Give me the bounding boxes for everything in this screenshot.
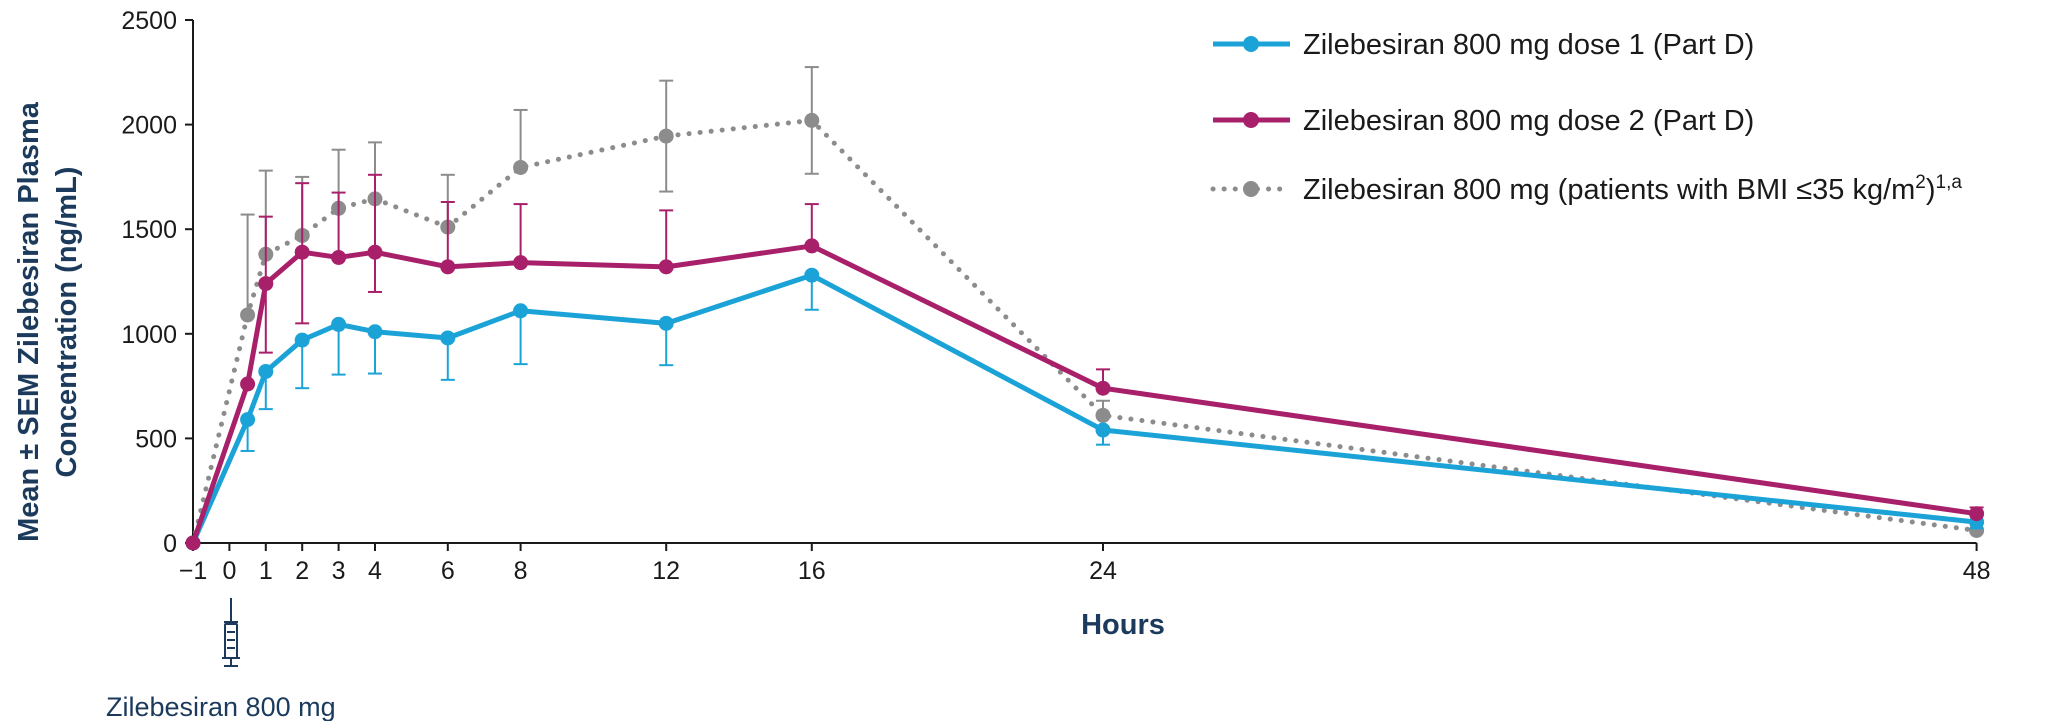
point-dose2 [1095, 380, 1111, 396]
x-tick-label: −1 [179, 557, 208, 585]
x-tick-label: 3 [332, 557, 346, 585]
series-line-bmi [190, 117, 1980, 546]
point-dose2 [258, 276, 274, 292]
point-dose2 [331, 249, 347, 265]
legend-label-bmi-prefix: Zilebesiran 800 mg (patients with BMI ≤3… [1303, 174, 1915, 206]
x-tick-label: 24 [1089, 557, 1117, 585]
x-tick-label: 12 [652, 557, 680, 585]
legend-label-bmi: Zilebesiran 800 mg (patients with BMI ≤3… [1303, 172, 1962, 206]
point-dose2 [804, 238, 820, 254]
y-axis-title-line1: Mean ± SEM Zilebesiran Plasma [13, 101, 45, 542]
point-dose2 [240, 376, 256, 392]
legend-label-bmi-suffix: ) [1926, 174, 1936, 206]
point-dose1 [258, 363, 274, 379]
legend-label-bmi-sup2: 1,a [1936, 172, 1963, 193]
point-dose2 [513, 255, 529, 271]
x-tick-label: 2 [295, 557, 309, 585]
y-tick-label: 0 [163, 530, 177, 558]
series-dose1 [185, 267, 1985, 551]
y-tick-label: 2500 [121, 7, 177, 35]
legend-label-dose2: Zilebesiran 800 mg dose 2 (Part D) [1303, 105, 1754, 137]
y-axis-title: Mean ± SEM Zilebesiran Plasma Concentrat… [13, 101, 83, 542]
y-axis-ticks: 0 500 1000 1500 2000 2500 [121, 7, 193, 558]
y-tick-label: 2000 [121, 112, 177, 140]
point-bmi [1095, 407, 1111, 423]
x-axis-title: Hours [1081, 609, 1165, 641]
point-dose2 [294, 244, 310, 260]
point-bmi [240, 307, 256, 323]
y-axis-title-line2: Concentration (ng/mL) [51, 167, 83, 478]
x-tick-label: 1 [259, 557, 273, 585]
legend: Zilebesiran 800 mg dose 1 (Part D) Zileb… [1210, 29, 1962, 206]
legend-item-dose1: Zilebesiran 800 mg dose 1 (Part D) [1213, 29, 1754, 61]
point-dose1 [331, 316, 347, 332]
point-dose1 [1095, 422, 1111, 438]
series-layer [185, 66, 1985, 551]
x-tick-label: 0 [222, 557, 236, 585]
legend-item-dose2: Zilebesiran 800 mg dose 2 (Part D) [1213, 105, 1754, 137]
series-dose2 [185, 173, 1985, 551]
point-bmi [804, 112, 820, 128]
point-bmi [658, 128, 674, 144]
dose-annotation: Zilebesiran 800 mg [106, 598, 336, 721]
point-bmi [513, 159, 529, 175]
dose-label: Zilebesiran 800 mg [106, 692, 336, 721]
legend-label-dose1: Zilebesiran 800 mg dose 1 (Part D) [1303, 29, 1754, 61]
point-dose1 [804, 267, 820, 283]
legend-marker-dose1 [1243, 36, 1259, 52]
series-line-dose2 [190, 243, 1977, 544]
y-tick-label: 1000 [121, 321, 177, 349]
point-dose2 [658, 259, 674, 275]
legend-marker-bmi [1243, 181, 1259, 197]
x-tick-label: 4 [368, 557, 382, 585]
point-dose2 [1969, 506, 1985, 522]
point-dose1 [240, 412, 256, 428]
syringe-icon [222, 608, 240, 667]
legend-item-bmi: Zilebesiran 800 mg (patients with BMI ≤3… [1210, 172, 1962, 206]
x-axis-ticks: −1 0 1 2 3 4 6 8 12 16 24 48 [179, 543, 1991, 585]
point-dose1 [440, 330, 456, 346]
x-tick-label: 6 [441, 557, 455, 585]
point-dose2 [440, 259, 456, 275]
point-dose1 [294, 332, 310, 348]
y-tick-label: 500 [135, 425, 177, 453]
y-tick-label: 1500 [121, 216, 177, 244]
x-tick-label: 16 [798, 557, 826, 585]
point-dose1 [513, 303, 529, 319]
point-dose1 [658, 315, 674, 331]
x-tick-label: 48 [1963, 557, 1991, 585]
point-dose2 [185, 535, 201, 551]
point-dose2 [367, 244, 383, 260]
x-tick-label: 8 [514, 557, 528, 585]
legend-label-bmi-sup1: 2 [1915, 172, 1926, 193]
series-line-dose1 [190, 272, 1977, 545]
point-dose1 [367, 324, 383, 340]
legend-marker-dose2 [1243, 112, 1259, 128]
